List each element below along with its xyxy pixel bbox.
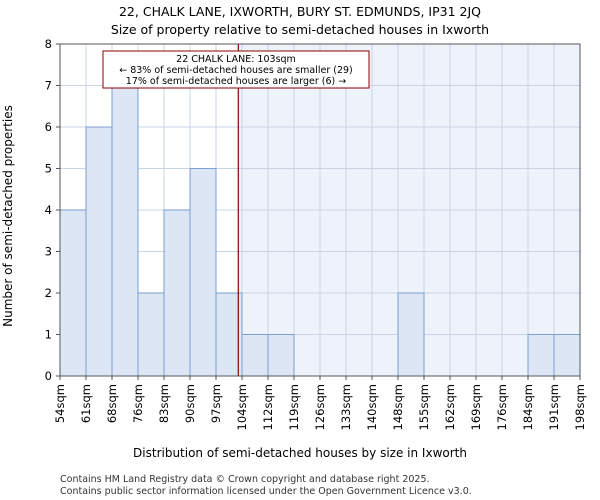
bars <box>59 85 581 377</box>
annotation-frame <box>102 50 370 89</box>
annotation-line-1: 22 CHALK LANE: 103sqm <box>176 54 296 65</box>
bar-112sqm <box>267 334 295 377</box>
x-tick-119sqm: 119sqm <box>287 384 301 430</box>
annotation-box: 22 CHALK LANE: 103sqm ← 83% of semi-deta… <box>102 50 370 89</box>
x-tick-169sqm: 169sqm <box>469 384 483 430</box>
chart-subtitle: Size of property relative to semi-detach… <box>111 22 489 37</box>
bar-97sqm <box>215 292 243 377</box>
y-tick-8: 8 <box>45 37 52 51</box>
bar-90sqm <box>189 168 217 377</box>
x-tick-198sqm: 198sqm <box>573 384 587 430</box>
bar-68sqm <box>111 85 139 377</box>
x-tick-176sqm: 176sqm <box>495 384 509 430</box>
x-tick-162sqm: 162sqm <box>443 384 457 430</box>
x-tick-133sqm: 133sqm <box>339 384 353 430</box>
x-tick-148sqm: 148sqm <box>391 384 405 430</box>
x-tick-140sqm: 140sqm <box>365 384 379 430</box>
x-tick-191sqm: 191sqm <box>547 384 561 430</box>
footer-line-2: Contains public sector information licen… <box>60 486 472 497</box>
annotation-line-2: ← 83% of semi-detached houses are smalle… <box>119 65 353 76</box>
annotation-line-3: 17% of semi-detached houses are larger (… <box>126 76 346 87</box>
x-tick-104sqm: 104sqm <box>235 384 249 430</box>
bar-83sqm <box>163 209 191 377</box>
x-tick-90sqm: 90sqm <box>183 384 197 423</box>
x-tick-68sqm: 68sqm <box>105 384 119 423</box>
x-tick-155sqm: 155sqm <box>417 384 431 430</box>
x-tick-76sqm: 76sqm <box>131 384 145 423</box>
y-axis-label: Number of semi-detached properties <box>1 105 15 327</box>
y-tick-2: 2 <box>45 286 52 300</box>
bar-191sqm <box>553 334 581 377</box>
x-tick-126sqm: 126sqm <box>313 384 327 430</box>
x-tick-97sqm: 97sqm <box>209 384 223 423</box>
x-tick-54sqm: 54sqm <box>53 384 67 423</box>
x-tick-184sqm: 184sqm <box>521 384 535 430</box>
x-tick-112sqm: 112sqm <box>261 384 275 430</box>
y-tick-1: 1 <box>45 328 52 342</box>
x-tick-61sqm: 61sqm <box>79 384 93 423</box>
x-tick-labels: 54sqm 61sqm 68sqm 76sqm 83sqm 90sqm 97sqm 104sq… <box>53 376 587 430</box>
x-axis-label: Distribution of semi-detached houses by … <box>133 446 467 460</box>
bar-104sqm <box>241 334 269 377</box>
bar-76sqm <box>137 292 165 377</box>
footer-line-1: Contains HM Land Registry data © Crown c… <box>60 474 430 485</box>
chart-title: 22, CHALK LANE, IXWORTH, BURY ST. EDMUND… <box>119 4 481 19</box>
x-tick-83sqm: 83sqm <box>157 384 171 423</box>
y-tick-3: 3 <box>45 245 52 259</box>
y-tick-labels: 0 1 2 3 4 5 6 7 8 <box>45 37 60 383</box>
y-tick-0: 0 <box>45 369 52 383</box>
bar-61sqm <box>85 126 113 377</box>
bar-54sqm <box>59 209 87 377</box>
y-tick-4: 4 <box>45 203 52 217</box>
y-tick-6: 6 <box>45 120 52 134</box>
bar-148sqm <box>397 292 425 377</box>
bar-184sqm <box>527 334 555 377</box>
y-tick-7: 7 <box>45 79 52 93</box>
y-tick-5: 5 <box>45 162 52 176</box>
